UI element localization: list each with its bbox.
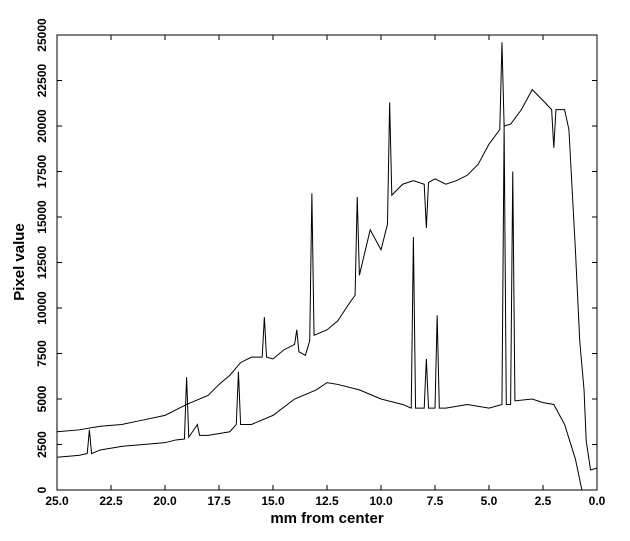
x-tick-label: 20.0 [153,494,177,508]
y-tick-label: 2500 [35,431,49,458]
y-tick-label: 10000 [35,291,49,325]
x-tick-label: 12.5 [315,494,339,508]
x-tick-label: 0.0 [589,494,606,508]
x-tick-label: 7.5 [427,494,444,508]
y-tick-label: 0 [35,486,49,493]
plot-frame [56,34,598,491]
y-tick-label: 15000 [35,200,49,234]
x-tick-label: 10.0 [369,494,393,508]
x-axis-title: mm from center [270,510,384,527]
data-line [56,42,598,471]
x-tick-label: 25.0 [45,494,69,508]
y-tick-label: 7500 [35,340,49,367]
y-tick-label: 17500 [35,154,49,188]
x-tick-label: 5.0 [481,494,498,508]
y-tick-label: 12500 [35,245,49,279]
y-axis-title: Pixel value [11,223,28,301]
data-line [56,125,597,491]
x-tick-label: 2.5 [535,494,552,508]
x-tick-label: 22.5 [99,494,123,508]
x-tick-label: 17.5 [207,494,231,508]
y-tick-label: 20000 [35,109,49,143]
y-tick-label: 22500 [35,63,49,97]
y-tick-label: 5000 [35,385,49,412]
y-tick-label: 25000 [35,18,49,52]
x-tick-label: 15.0 [261,494,285,508]
